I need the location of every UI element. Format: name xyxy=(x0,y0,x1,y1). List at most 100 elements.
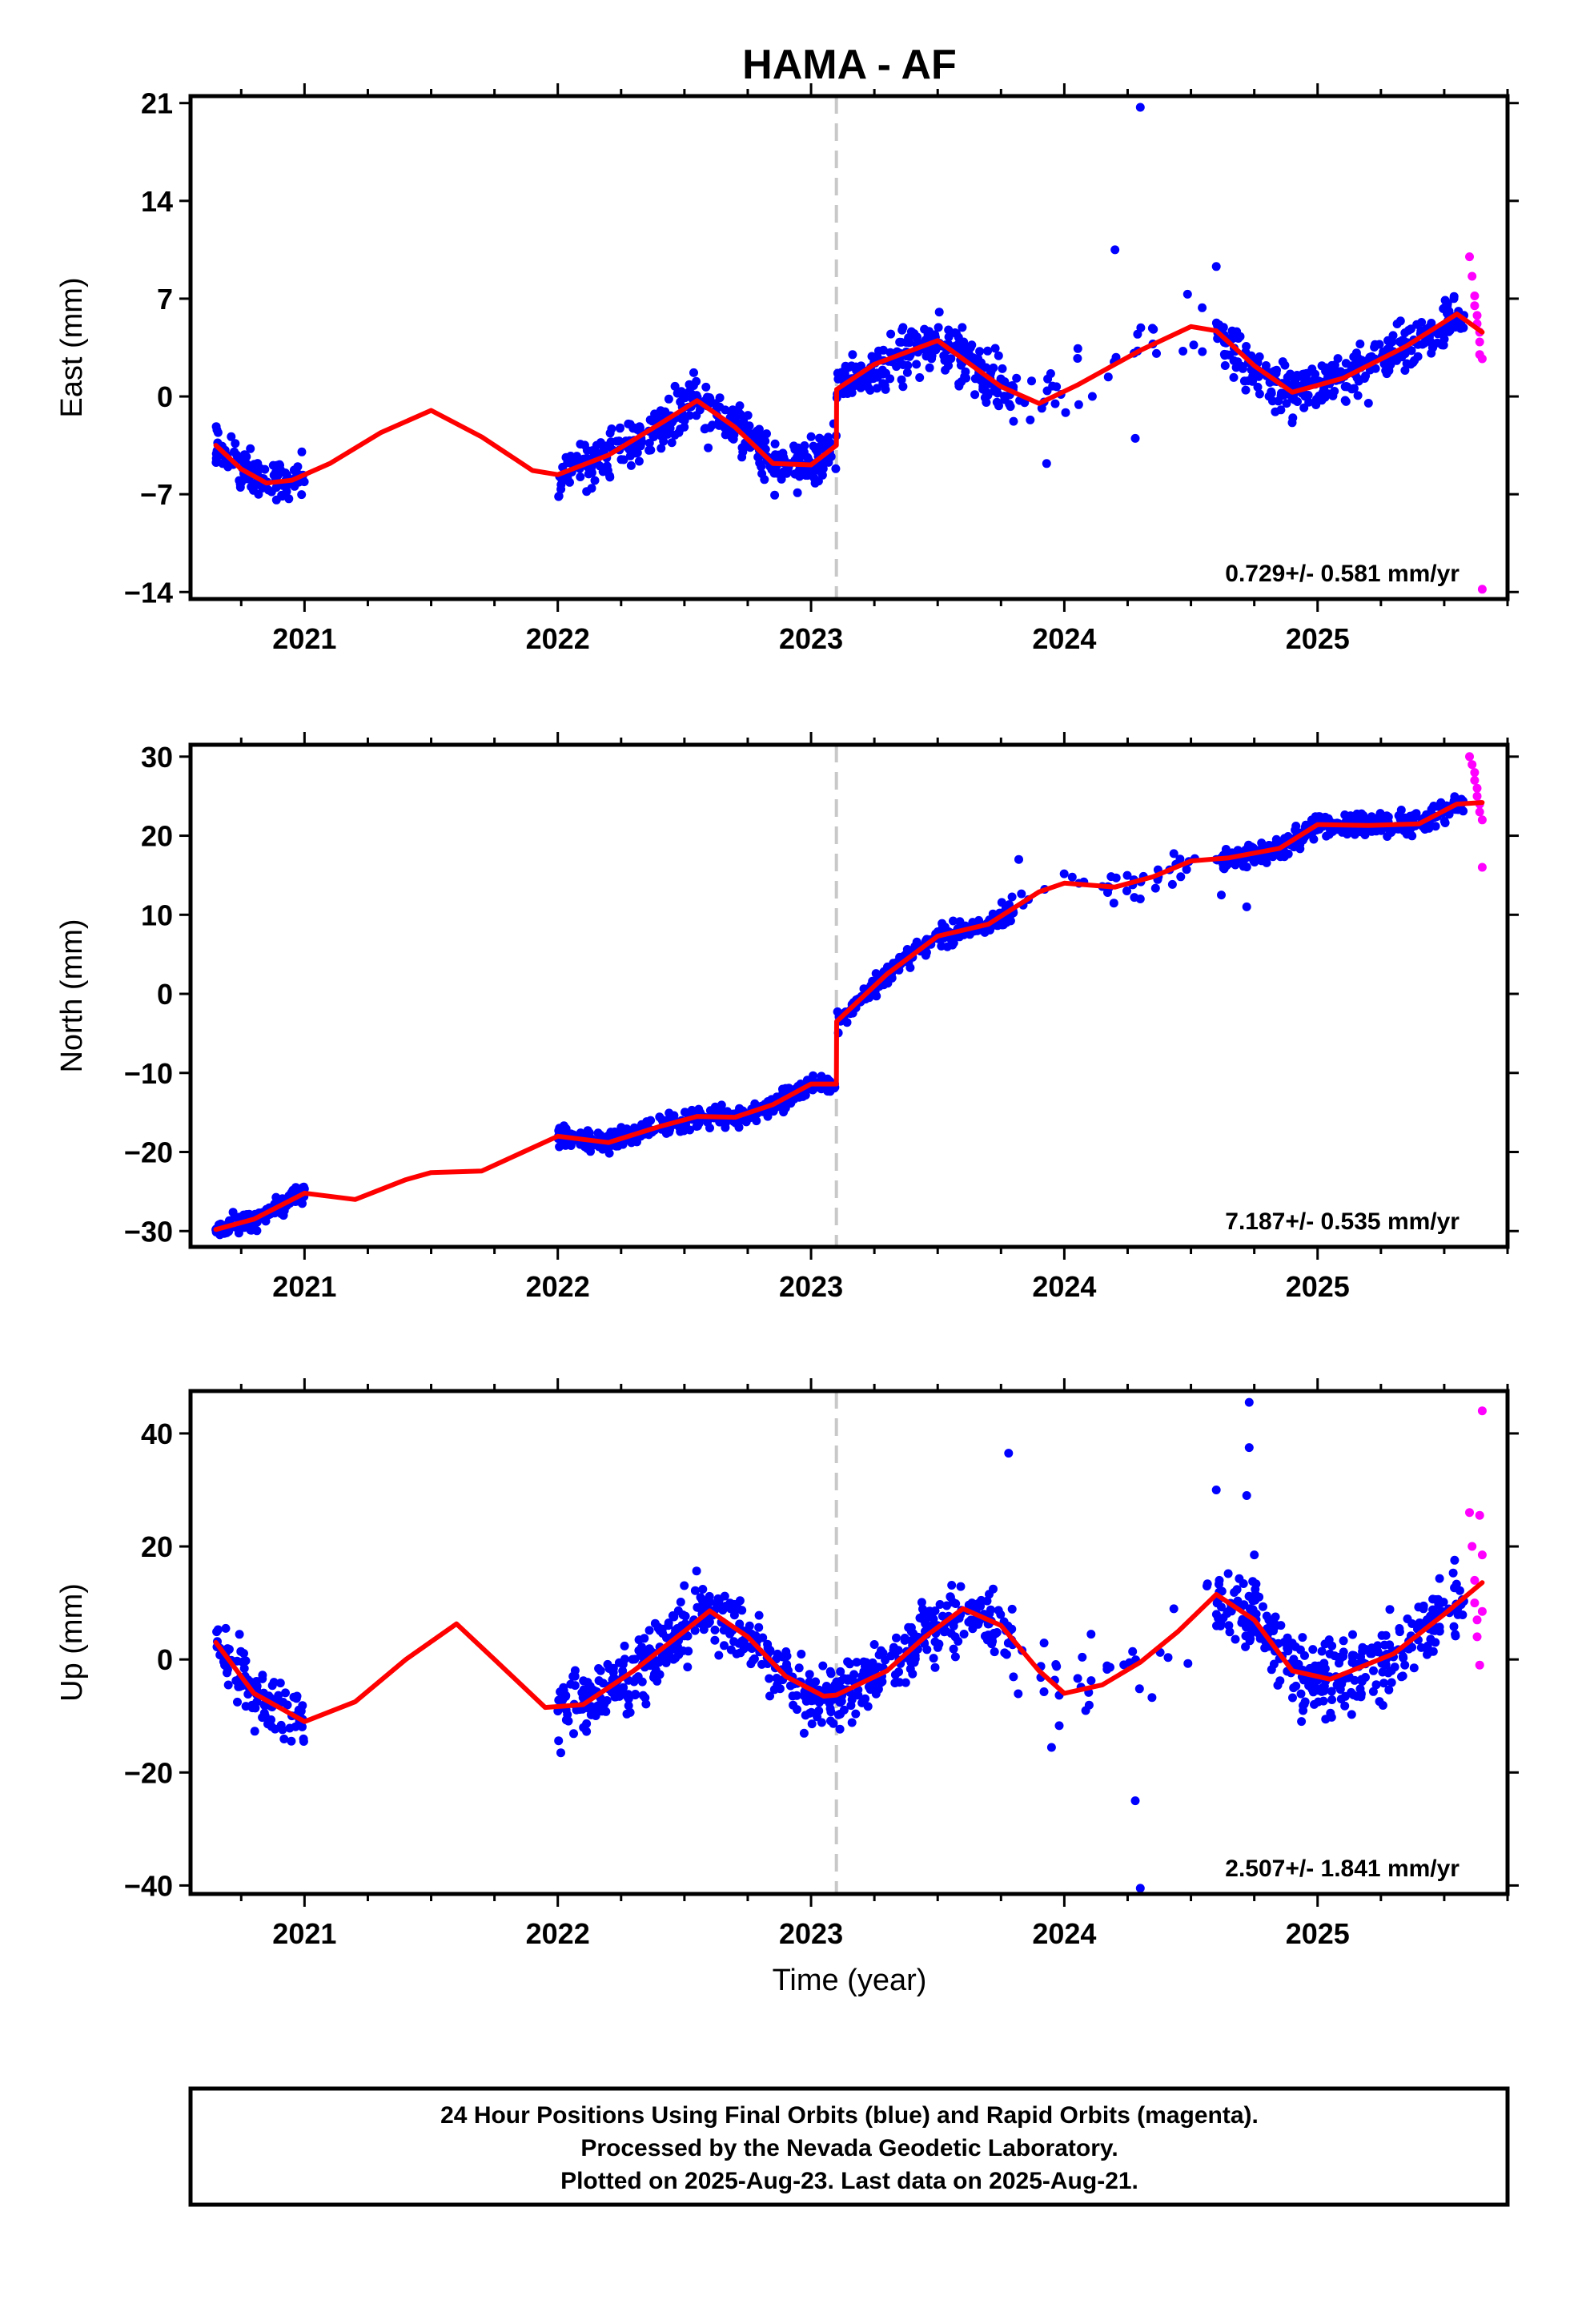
data-point xyxy=(1359,813,1368,822)
data-point xyxy=(1407,1619,1417,1628)
data-point xyxy=(861,1694,870,1703)
data-point xyxy=(1378,1701,1387,1710)
data-point xyxy=(765,1674,774,1683)
data-point xyxy=(1340,810,1350,819)
data-point xyxy=(1233,357,1243,367)
data-point xyxy=(1152,348,1161,358)
data-point xyxy=(989,363,998,372)
data-point xyxy=(790,444,800,454)
data-point xyxy=(1073,1674,1082,1683)
data-point xyxy=(1451,1631,1460,1641)
data-point xyxy=(1227,326,1237,336)
data-point xyxy=(1333,354,1343,364)
rapid-orbit-points xyxy=(1465,252,1487,594)
data-point xyxy=(1341,359,1351,368)
data-point xyxy=(843,1675,853,1685)
data-point xyxy=(869,1640,879,1649)
data-point xyxy=(1259,1602,1267,1611)
data-point xyxy=(903,360,913,370)
rapid-point xyxy=(1477,354,1487,364)
data-point xyxy=(604,1664,614,1673)
data-point xyxy=(241,1656,251,1666)
data-point xyxy=(233,1697,242,1707)
data-point xyxy=(1051,1660,1061,1669)
rapid-point xyxy=(1468,1542,1477,1551)
footer-line-2: Processed by the Nevada Geodetic Laborat… xyxy=(580,2135,1118,2161)
y-axis-title: North (mm) xyxy=(55,919,89,1072)
data-point xyxy=(1347,1658,1357,1667)
data-point xyxy=(900,1635,909,1645)
data-point xyxy=(586,1147,595,1156)
outlier-point xyxy=(1217,891,1226,900)
data-point xyxy=(1276,1621,1286,1630)
rapid-point xyxy=(1472,783,1482,793)
data-point xyxy=(851,1709,861,1719)
data-point xyxy=(1122,887,1131,895)
data-point xyxy=(905,338,914,348)
data-point xyxy=(1290,395,1299,404)
data-point xyxy=(1311,395,1321,404)
data-point xyxy=(641,1699,651,1709)
data-point xyxy=(772,468,781,477)
data-point xyxy=(1322,831,1331,841)
outlier-point xyxy=(1004,1449,1014,1458)
data-point xyxy=(1299,403,1309,412)
data-point xyxy=(1239,376,1249,386)
data-point xyxy=(848,350,857,360)
data-point xyxy=(1361,1645,1371,1654)
data-point xyxy=(1081,1706,1090,1715)
data-point xyxy=(913,332,921,342)
data-point xyxy=(564,1716,573,1726)
data-point xyxy=(942,1601,951,1610)
data-point xyxy=(221,1623,231,1633)
outlier-point xyxy=(1242,902,1251,911)
data-point xyxy=(905,1664,915,1674)
data-point xyxy=(1347,1710,1356,1719)
data-point xyxy=(805,1670,814,1679)
outlier-point xyxy=(1211,262,1221,271)
data-point xyxy=(762,429,771,439)
data-point xyxy=(1169,849,1178,858)
y-tick-label: −40 xyxy=(124,1869,173,1902)
data-point xyxy=(1353,352,1363,362)
outlier-point xyxy=(1250,1550,1259,1560)
data-point xyxy=(1109,899,1118,908)
data-point xyxy=(1074,400,1083,409)
data-point xyxy=(737,452,747,462)
data-point xyxy=(624,419,633,428)
data-point xyxy=(1349,362,1359,371)
data-point xyxy=(992,397,1002,407)
outlier-point xyxy=(1130,1796,1140,1806)
data-point xyxy=(871,969,881,979)
data-point xyxy=(1026,415,1035,424)
data-point xyxy=(1371,1680,1381,1690)
data-point xyxy=(878,1648,888,1658)
data-point xyxy=(1046,369,1055,378)
data-point xyxy=(1381,1630,1391,1640)
data-point xyxy=(1288,1693,1297,1703)
data-point xyxy=(845,1659,854,1669)
data-point xyxy=(1433,329,1443,339)
data-point xyxy=(1223,1569,1233,1578)
data-point xyxy=(982,1596,992,1606)
y-tick-label: 40 xyxy=(141,1417,173,1450)
data-point xyxy=(655,1112,665,1122)
data-point xyxy=(1217,1602,1226,1612)
data-point xyxy=(1341,396,1351,406)
data-point xyxy=(990,344,1000,353)
rapid-point xyxy=(1465,252,1474,262)
data-point xyxy=(841,361,850,371)
y-tick-label: 0 xyxy=(157,1643,173,1676)
data-point xyxy=(698,1602,708,1611)
y-axis-title: Up (mm) xyxy=(55,1583,89,1702)
data-point xyxy=(1169,1604,1178,1614)
model-fit-line xyxy=(213,800,1485,1232)
footer-box xyxy=(188,2086,1510,2207)
data-point xyxy=(1433,1594,1443,1604)
data-point xyxy=(735,401,745,411)
data-point xyxy=(986,925,994,935)
data-point xyxy=(1106,872,1116,882)
data-point xyxy=(602,1132,612,1141)
data-point xyxy=(677,413,687,422)
data-point xyxy=(920,324,930,334)
